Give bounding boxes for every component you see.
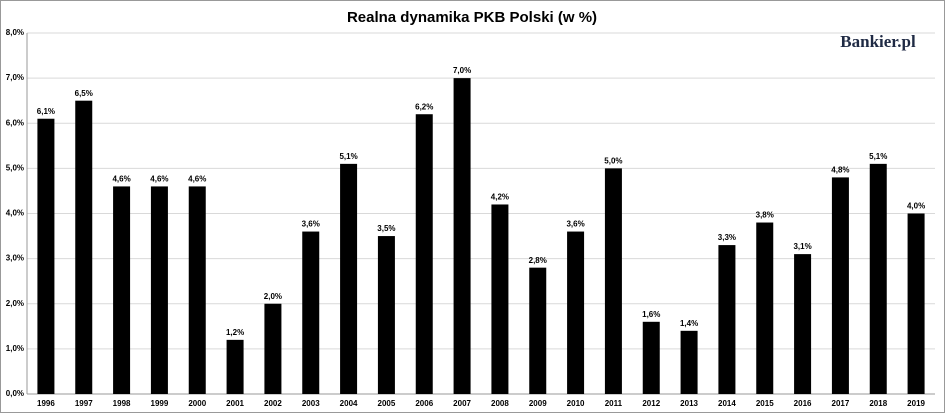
y-tick-label: 6,0% [6,118,24,127]
x-tick-label: 2005 [378,399,396,408]
value-label: 6,2% [415,102,433,111]
value-label: 4,6% [150,175,168,184]
x-tick-label: 2016 [794,399,812,408]
y-tick-label: 1,0% [6,344,24,353]
value-label: 2,0% [264,292,282,301]
x-tick-label: 2014 [718,399,736,408]
bar [907,213,925,394]
x-tick-label: 2013 [680,399,698,408]
value-label: 5,1% [339,152,357,161]
bar [226,339,244,394]
bar [642,321,660,394]
x-tick-label: 2004 [340,399,358,408]
value-label: 1,6% [642,310,660,319]
bar [491,204,509,394]
value-label: 2,8% [529,256,547,265]
value-label: 6,1% [37,107,55,116]
bar [756,222,774,394]
x-tick-label: 2000 [188,399,206,408]
bar [188,186,206,394]
x-tick-label: 2009 [529,399,547,408]
x-tick-label: 2018 [869,399,887,408]
value-label: 4,6% [188,175,206,184]
bar [794,254,812,394]
y-tick-label: 7,0% [6,73,24,82]
value-label: 1,2% [226,328,244,337]
bar [113,186,131,394]
x-tick-label: 1999 [151,399,169,408]
x-tick-label: 2012 [642,399,660,408]
bar [567,231,585,394]
bar [340,163,358,394]
x-tick-label: 2019 [907,399,925,408]
watermark-logo: Bankier.pl [840,32,916,51]
bar [529,267,547,394]
bar [264,303,282,394]
value-label: 5,1% [869,152,887,161]
bar [453,78,471,394]
y-tick-label: 5,0% [6,163,24,172]
bar [302,231,320,394]
x-tick-label: 1997 [75,399,93,408]
y-tick-label: 2,0% [6,299,24,308]
value-label: 3,1% [793,242,811,251]
value-label: 3,8% [756,211,774,220]
x-tick-label: 2017 [832,399,850,408]
value-label: 3,6% [302,220,320,229]
value-label: 3,5% [377,224,395,233]
y-tick-label: 0,0% [6,389,24,398]
chart-title: Realna dynamika PKB Polski (w %) [347,9,597,26]
value-label: 7,0% [453,66,471,75]
y-tick-label: 3,0% [6,254,24,263]
x-tick-label: 2015 [756,399,774,408]
bar [604,168,622,394]
bar [75,100,93,394]
x-tick-label: 1996 [37,399,55,408]
x-tick-label: 1998 [113,399,131,408]
value-label: 6,5% [75,89,93,98]
bar [680,330,698,394]
value-label: 5,0% [604,156,622,165]
y-tick-label: 4,0% [6,209,24,218]
x-tick-label: 2008 [491,399,509,408]
value-label: 4,0% [907,202,925,211]
bar [869,163,887,394]
bar [150,186,168,394]
bar [831,177,849,394]
x-tick-label: 2011 [605,399,623,408]
x-tick-label: 2002 [264,399,282,408]
value-label: 3,6% [566,220,584,229]
value-label: 4,6% [112,175,130,184]
x-tick-label: 2003 [302,399,320,408]
bar [377,236,395,394]
bar [37,118,55,395]
x-tick-label: 2010 [567,399,585,408]
bar [415,114,433,394]
value-label: 4,2% [491,193,509,202]
x-tick-label: 2001 [226,399,244,408]
value-label: 4,8% [831,166,849,175]
bar [718,245,736,394]
y-tick-label: 8,0% [6,28,24,37]
x-tick-label: 2006 [415,399,433,408]
value-label: 1,4% [680,319,698,328]
x-tick-label: 2007 [453,399,471,408]
value-label: 3,3% [718,233,736,242]
